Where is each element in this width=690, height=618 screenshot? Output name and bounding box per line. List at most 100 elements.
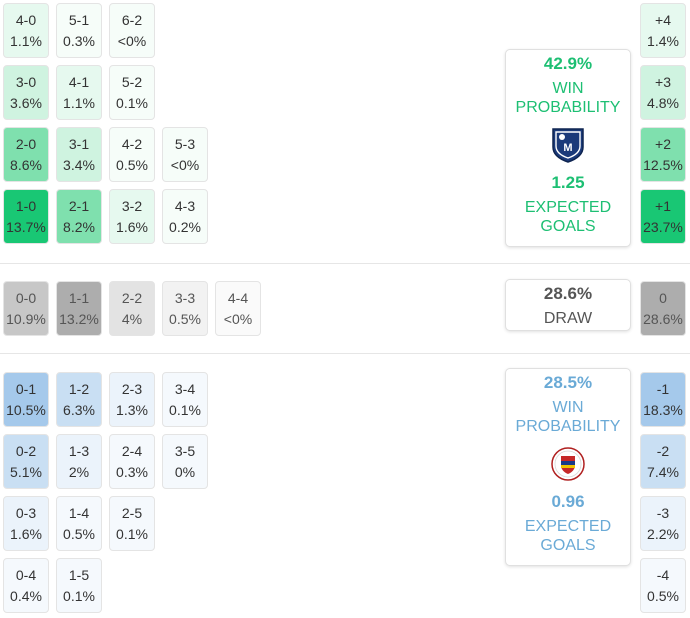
margin-label: 0 — [659, 289, 667, 306]
score-label: 4-2 — [121, 135, 143, 152]
score-label: 1-2 — [68, 380, 90, 397]
score-cell[interactable]: 1-3 2% — [56, 434, 102, 489]
score-probability: 3.4% — [63, 156, 95, 173]
draw-score-cell[interactable]: 2-2 4% — [109, 281, 155, 336]
away-summary-card: 28.5% WIN PROBABILITY 0.96 EXPECTED GOAL… — [505, 368, 631, 566]
expected-label: EXPECTED — [524, 518, 612, 535]
margin-cell[interactable]: +1 23.7% — [640, 189, 686, 244]
home-win-probability: 42.9% — [543, 54, 593, 73]
score-cell[interactable]: 4-0 1.1% — [3, 3, 49, 58]
score-label: 3-1 — [68, 135, 90, 152]
score-label: 3-4 — [174, 380, 196, 397]
score-cell[interactable]: 3-5 0% — [162, 434, 208, 489]
score-cell[interactable]: 3-0 3.6% — [3, 65, 49, 120]
draw-score-cell[interactable]: 1-1 13.2% — [56, 281, 102, 336]
score-cell[interactable]: 4-2 0.5% — [109, 127, 155, 182]
score-probability: 1.6% — [116, 218, 148, 235]
win-label: WIN — [552, 399, 584, 416]
score-cell[interactable]: 5-3 <0% — [162, 127, 208, 182]
margin-label: -1 — [656, 380, 670, 397]
score-probability: 1.1% — [10, 32, 42, 49]
margin-label: +3 — [655, 73, 671, 90]
score-label: 2-4 — [121, 442, 143, 459]
score-label: 0-4 — [15, 566, 37, 583]
margin-cell[interactable]: +4 1.4% — [640, 3, 686, 58]
margin-label: +1 — [655, 197, 671, 214]
margin-cell[interactable]: -1 18.3% — [640, 372, 686, 427]
score-probability: 0.5% — [169, 310, 201, 327]
score-cell[interactable]: 3-4 0.1% — [162, 372, 208, 427]
margin-probability: 7.4% — [647, 463, 679, 480]
score-cell[interactable]: 2-5 0.1% — [109, 496, 155, 551]
score-probability: <0% — [223, 310, 253, 327]
margin-cell[interactable]: +2 12.5% — [640, 127, 686, 182]
score-cell[interactable]: 1-0 13.7% — [3, 189, 49, 244]
deportivo-pasto-crest-icon — [551, 447, 585, 481]
score-cell[interactable]: 4-1 1.1% — [56, 65, 102, 120]
draw-score-cell[interactable]: 3-3 0.5% — [162, 281, 208, 336]
margin-cell[interactable]: +3 4.8% — [640, 65, 686, 120]
win-label: WIN — [552, 80, 584, 97]
score-cell[interactable]: 3-1 3.4% — [56, 127, 102, 182]
score-label: 4-4 — [227, 289, 249, 306]
score-probability: 0.3% — [63, 32, 95, 49]
score-cell[interactable]: 5-2 0.1% — [109, 65, 155, 120]
score-probability: 2% — [68, 463, 90, 480]
score-cell[interactable]: 2-3 1.3% — [109, 372, 155, 427]
probability-label: PROBABILITY — [515, 418, 621, 435]
draw-probability: 28.6% — [543, 283, 593, 303]
score-label: 0-1 — [15, 380, 37, 397]
draw-score-cell[interactable]: 0-0 10.9% — [3, 281, 49, 336]
margin-cell[interactable]: -2 7.4% — [640, 434, 686, 489]
score-cell[interactable]: 0-2 5.1% — [3, 434, 49, 489]
score-label: 6-2 — [121, 11, 143, 28]
score-cell[interactable]: 4-3 0.2% — [162, 189, 208, 244]
score-label: 2-0 — [15, 135, 37, 152]
score-cell[interactable]: 1-5 0.1% — [56, 558, 102, 613]
score-label: 5-2 — [121, 73, 143, 90]
score-label: 2-5 — [121, 504, 143, 521]
score-cell[interactable]: 5-1 0.3% — [56, 3, 102, 58]
score-probability: 0.1% — [116, 94, 148, 111]
margin-probability: 0.5% — [647, 587, 679, 604]
expected-label: EXPECTED — [524, 199, 612, 216]
score-label: 2-3 — [121, 380, 143, 397]
score-cell[interactable]: 0-4 0.4% — [3, 558, 49, 613]
score-probability: 8.6% — [10, 156, 42, 173]
score-probability: 0.1% — [169, 401, 201, 418]
draw-summary-card: 28.6% DRAW — [505, 279, 631, 331]
score-probability: 0.4% — [10, 587, 42, 604]
score-label: 5-3 — [174, 135, 196, 152]
margin-label: -3 — [656, 504, 670, 521]
home-summary-card: 42.9% WIN PROBABILITY M 1.25 EXPECTED GO… — [505, 49, 631, 247]
score-cell[interactable]: 2-0 8.6% — [3, 127, 49, 182]
score-probability: 10.9% — [6, 310, 46, 327]
margin-cell[interactable]: -3 2.2% — [640, 496, 686, 551]
score-label: 4-3 — [174, 197, 196, 214]
score-cell[interactable]: 1-4 0.5% — [56, 496, 102, 551]
millonarios-crest-icon: M — [552, 128, 584, 163]
score-cell[interactable]: 2-1 8.2% — [56, 189, 102, 244]
score-probability: <0% — [117, 32, 147, 49]
score-label: 3-2 — [121, 197, 143, 214]
margin-label: -4 — [656, 566, 670, 583]
score-cell[interactable]: 6-2 <0% — [109, 3, 155, 58]
score-cell[interactable]: 1-2 6.3% — [56, 372, 102, 427]
score-label: 0-3 — [15, 504, 37, 521]
score-probability: 0.5% — [116, 156, 148, 173]
margin-probability: 2.2% — [647, 525, 679, 542]
score-probability: 0.1% — [116, 525, 148, 542]
margin-cell[interactable]: -4 0.5% — [640, 558, 686, 613]
score-cell[interactable]: 2-4 0.3% — [109, 434, 155, 489]
section-divider — [0, 353, 690, 354]
score-label: 2-1 — [68, 197, 90, 214]
margin-cell[interactable]: 0 28.6% — [640, 281, 686, 336]
score-probability: 13.2% — [59, 310, 99, 327]
draw-score-cell[interactable]: 4-4 <0% — [215, 281, 261, 336]
score-probability: 10.5% — [6, 401, 46, 418]
score-cell[interactable]: 3-2 1.6% — [109, 189, 155, 244]
margin-probability: 18.3% — [643, 401, 683, 418]
score-cell[interactable]: 0-1 10.5% — [3, 372, 49, 427]
score-cell[interactable]: 0-3 1.6% — [3, 496, 49, 551]
score-probability: 0% — [174, 463, 196, 480]
